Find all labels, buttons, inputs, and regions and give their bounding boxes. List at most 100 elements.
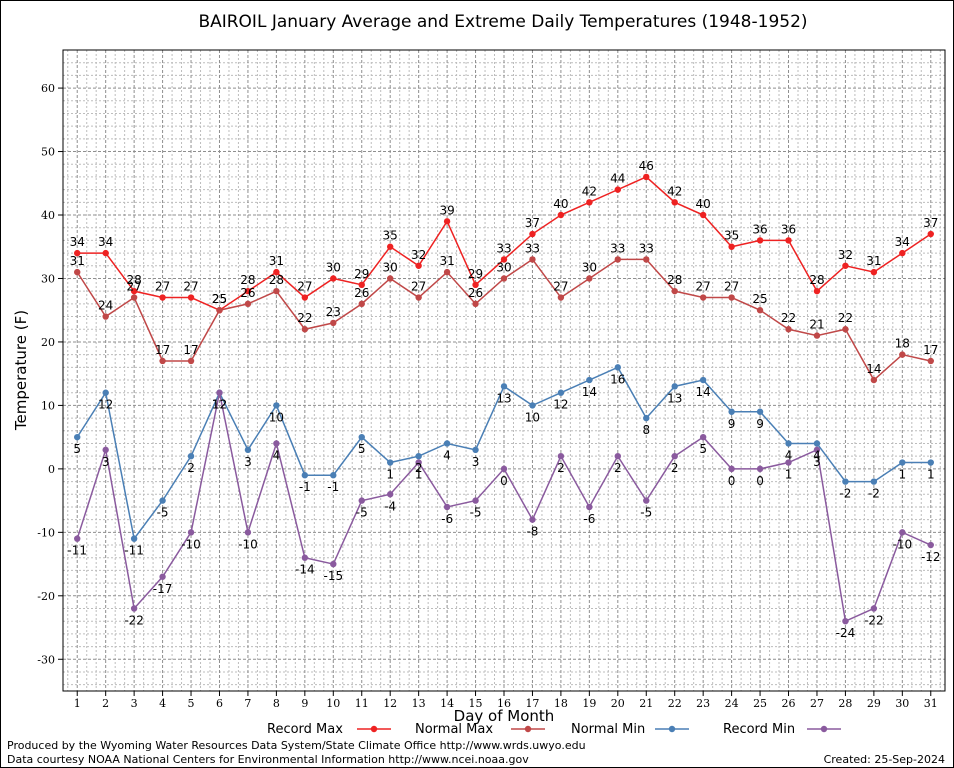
record-max-data-label: 29 [468, 267, 483, 281]
normal-min-point [643, 414, 650, 422]
record-min-data-label: 0 [500, 474, 508, 488]
y-axis-ticks: -30 -20 -10 0 10 20 30 40 50 60 [37, 82, 63, 666]
record-max-point [244, 287, 252, 295]
normal-min-point [74, 433, 81, 441]
normal-min-point [472, 446, 479, 454]
normal-max-data-label: 22 [297, 311, 312, 325]
record-max-point [586, 199, 593, 206]
normal-max-data-label: 26 [468, 286, 483, 300]
record-min-data-label: 12 [212, 398, 227, 412]
normal-max-data-label: 27 [411, 280, 426, 294]
normal-min-data-label: 1 [386, 468, 394, 482]
normal-min-point [443, 440, 451, 447]
normal-max-data-label: 22 [838, 311, 853, 325]
x-axis-ticks: 1 2 3 4 5 6 7 8 9 10 11 12 13 14 15 16 17 18 19 20 21 22 23 24 2… [74, 691, 938, 710]
normal-max-data-label: 33 [639, 241, 654, 255]
x-tick-label: 21 [639, 697, 653, 710]
record-min-point [102, 446, 109, 454]
record-min-data-label: -24 [836, 626, 856, 640]
normal-max-point [671, 287, 678, 295]
record-max-data-label: 28 [809, 273, 824, 287]
record-max-point [358, 281, 365, 289]
record-min-point [358, 497, 365, 504]
normal-min-point [557, 389, 565, 396]
x-tick-label: 17 [525, 697, 539, 710]
record-min-data-label: -5 [356, 506, 368, 520]
x-tick-label: 6 [216, 697, 223, 710]
normal-max-data-label: 21 [809, 318, 824, 332]
normal-min-data-label: 1 [899, 468, 907, 482]
normal-max-data-label: 25 [752, 292, 767, 306]
legend-label-normal-min: Normal Min [571, 722, 645, 737]
normal-max-point [386, 275, 394, 282]
normal-min-point [529, 402, 536, 409]
legend-label-record-min: Record Min [723, 722, 795, 737]
x-tick-label: 4 [159, 697, 166, 710]
normal-max-data-label: 17 [155, 343, 170, 357]
record-min-data-label: 2 [671, 461, 679, 475]
footer-produced-by: Produced by the Wyoming Water Resources … [7, 739, 586, 752]
record-max-data-label: 39 [439, 203, 454, 217]
record-max-point [842, 262, 849, 269]
y-tick-label: 40 [41, 209, 55, 222]
normal-min-point [159, 497, 166, 504]
normal-min-point [415, 452, 422, 460]
normal-max-data-label: 28 [269, 273, 284, 287]
x-tick-label: 16 [497, 697, 511, 710]
normal-min-point [927, 459, 934, 466]
normal-min-data-label: 9 [756, 417, 764, 431]
record-min-data-label: -15 [323, 569, 343, 583]
x-tick-label: 12 [383, 697, 397, 710]
record-min-point [301, 554, 309, 561]
normal-min-data-label: -1 [327, 480, 339, 494]
x-tick-label: 1 [74, 697, 81, 710]
record-max-point [386, 243, 394, 250]
y-tick-label: -30 [37, 653, 55, 666]
record-min-data-label: -10 [238, 537, 258, 551]
record-max-point [756, 237, 764, 244]
normal-max-data-label: 14 [866, 362, 881, 376]
x-tick-label: 20 [611, 697, 625, 710]
x-tick-label: 23 [696, 697, 710, 710]
normal-min-point [614, 364, 622, 371]
record-max-data-label: 36 [781, 222, 796, 236]
normal-max-point [785, 326, 792, 333]
record-min-data-label: -6 [441, 512, 453, 526]
normal-max-point [74, 268, 81, 276]
normal-min-data-label: 16 [610, 372, 625, 386]
normal-max-point [330, 319, 337, 327]
record-min-point [927, 541, 934, 549]
x-tick-label: 11 [355, 697, 369, 710]
record-min-point [671, 452, 678, 460]
normal-max-point [500, 275, 508, 282]
record-min-point [529, 516, 536, 523]
record-max-data-label: 35 [383, 229, 398, 243]
legend: Record Max Normal Max Normal Min Record Min [267, 722, 841, 737]
x-tick-label: 10 [326, 697, 340, 710]
normal-min-point [899, 459, 906, 466]
normal-min-point [785, 440, 792, 447]
record-max-point [330, 275, 337, 282]
x-tick-label: 26 [782, 697, 796, 710]
record-max-data-label: 35 [724, 229, 739, 243]
normal-min-data-label: 1 [927, 468, 935, 482]
normal-min-data-label: 4 [785, 448, 793, 462]
normal-max-point [756, 307, 764, 314]
record-min-data-label: -5 [470, 506, 482, 520]
record-max-data-label: 40 [696, 197, 711, 211]
y-tick-label: -10 [37, 526, 55, 539]
normal-max-data-label: 30 [383, 260, 398, 274]
normal-max-data-label: 30 [582, 260, 597, 274]
record-max-point [813, 287, 821, 295]
record-min-data-label: 2 [557, 461, 565, 475]
normal-min-data-label: 12 [212, 398, 227, 412]
normal-max-point [870, 376, 878, 384]
normal-min-data-label: 14 [696, 385, 711, 399]
legend-swatch-marker-record-max [370, 725, 378, 733]
record-min-point [899, 529, 906, 536]
normal-min-data-label: -5 [157, 506, 169, 520]
record-max-point [443, 218, 451, 225]
footer-data-courtesy: Data courtesy NOAA National Centers for … [7, 753, 529, 766]
normal-max-point [643, 256, 650, 263]
record-max-point [102, 249, 109, 257]
